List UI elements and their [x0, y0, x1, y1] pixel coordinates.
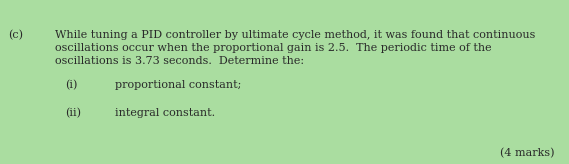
Text: (c): (c) — [8, 30, 23, 40]
Text: While tuning a PID controller by ultimate cycle method, it was found that contin: While tuning a PID controller by ultimat… — [55, 30, 535, 40]
Text: proportional constant;: proportional constant; — [115, 80, 241, 90]
Text: oscillations occur when the proportional gain is 2.5.  The periodic time of the: oscillations occur when the proportional… — [55, 43, 492, 53]
Text: (i): (i) — [65, 80, 77, 90]
Text: (ii): (ii) — [65, 108, 81, 118]
Text: oscillations is 3.73 seconds.  Determine the:: oscillations is 3.73 seconds. Determine … — [55, 56, 304, 66]
Text: integral constant.: integral constant. — [115, 108, 215, 118]
Text: (4 marks): (4 marks) — [501, 148, 555, 158]
